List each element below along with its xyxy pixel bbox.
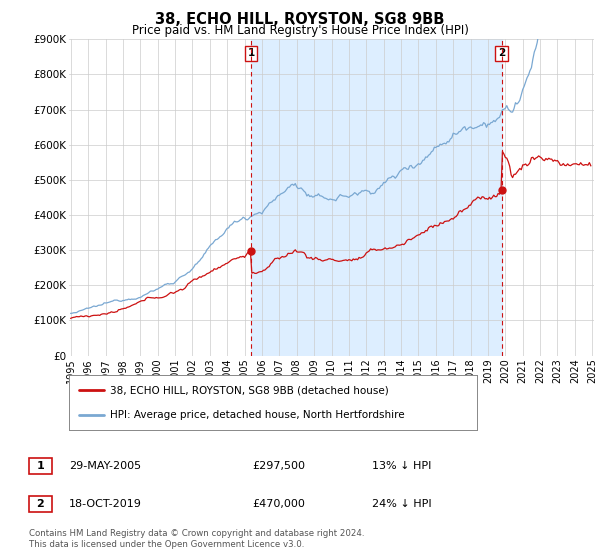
Text: 13% ↓ HPI: 13% ↓ HPI — [372, 461, 431, 471]
Text: 38, ECHO HILL, ROYSTON, SG8 9BB (detached house): 38, ECHO HILL, ROYSTON, SG8 9BB (detache… — [110, 385, 389, 395]
Text: 2: 2 — [498, 48, 505, 58]
Text: £297,500: £297,500 — [252, 461, 305, 471]
Text: 18-OCT-2019: 18-OCT-2019 — [69, 499, 142, 509]
Text: HPI: Average price, detached house, North Hertfordshire: HPI: Average price, detached house, Nort… — [110, 410, 404, 420]
Text: 2: 2 — [37, 499, 44, 509]
Text: 29-MAY-2005: 29-MAY-2005 — [69, 461, 141, 471]
Text: Contains HM Land Registry data © Crown copyright and database right 2024.
This d: Contains HM Land Registry data © Crown c… — [29, 529, 364, 549]
Text: 1: 1 — [37, 461, 44, 471]
Text: £470,000: £470,000 — [252, 499, 305, 509]
Bar — [251, 39, 502, 356]
Text: 1: 1 — [248, 48, 255, 58]
Text: 38, ECHO HILL, ROYSTON, SG8 9BB: 38, ECHO HILL, ROYSTON, SG8 9BB — [155, 12, 445, 27]
Text: Price paid vs. HM Land Registry's House Price Index (HPI): Price paid vs. HM Land Registry's House … — [131, 24, 469, 36]
Text: 24% ↓ HPI: 24% ↓ HPI — [372, 499, 431, 509]
